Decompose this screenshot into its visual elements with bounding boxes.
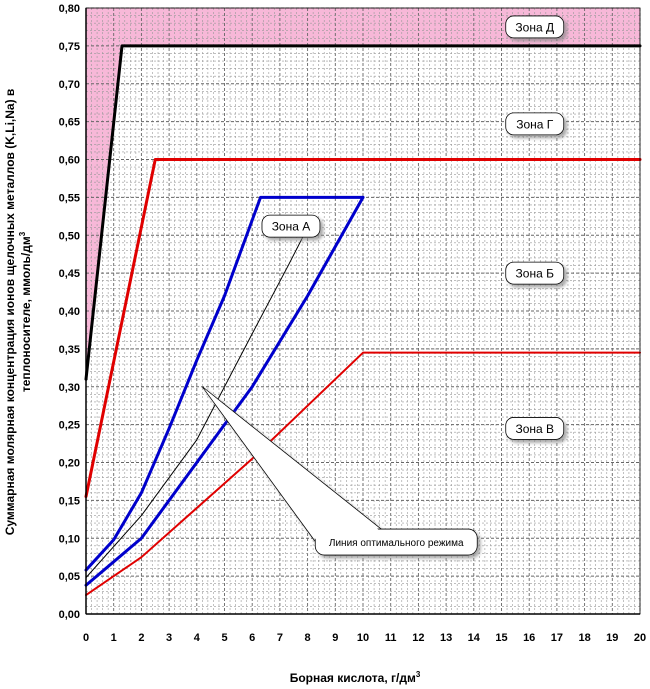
zone-labels: Зона Д Зона Г Зона А Зона Б Зона В (261, 15, 565, 440)
x-tick-label: 16 (523, 632, 535, 644)
optimal-line-callout: Линия оптимального режима (202, 386, 478, 556)
series-line-2 (84, 158, 642, 499)
series-line-4 (84, 195, 365, 572)
x-tick-label: 5 (221, 632, 227, 644)
x-tick-label: 17 (551, 632, 563, 644)
x-tick-label: 2 (138, 632, 144, 644)
x-tick-label: 8 (305, 632, 311, 644)
series-line-5 (84, 195, 365, 587)
y-tick-label: 0,50 (59, 230, 80, 242)
y-tick-label: 0,45 (59, 268, 80, 280)
x-tick-label: 6 (249, 632, 255, 644)
zone-label-box (505, 112, 565, 136)
y-tick-label: 0,00 (59, 609, 80, 621)
plot-frame (85, 7, 641, 615)
callout-label: Линия оптимального режима (329, 538, 464, 549)
x-tick-label: 11 (385, 632, 397, 644)
zone-label: Зона В (515, 422, 554, 436)
x-tick-label: 3 (166, 632, 172, 644)
x-tick-label: 1 (111, 632, 117, 644)
y-tick-label: 0,15 (59, 495, 80, 507)
y-tick-label: 0,70 (59, 79, 80, 91)
y-tick-label: 0,35 (59, 344, 80, 356)
zone-label-box (261, 214, 321, 238)
zone-label-box (505, 261, 565, 285)
x-axis-title: Борная кислота, г/дм3 (290, 670, 421, 685)
x-tick-label: 9 (332, 632, 338, 644)
x-tick-label: 18 (578, 632, 590, 644)
y-tick-label: 0,40 (59, 306, 80, 318)
y-tick-label: 0,55 (59, 192, 80, 204)
x-tick-label: 0 (83, 632, 89, 644)
axes (85, 7, 641, 615)
tick-labels: 0 1 2 3 4 5 6 7 8 9 10 11 12 13 14 15 16 17 18 19 200,000,05… (59, 3, 647, 644)
y-tick-label: 0,80 (59, 3, 80, 15)
x-tick-label: 14 (468, 632, 481, 644)
zone-label-box (505, 417, 565, 440)
x-tick-label: 7 (277, 632, 283, 644)
series-line-6 (85, 227, 309, 579)
y-tick-label: 0,60 (59, 155, 80, 167)
x-tick-label: 19 (606, 632, 618, 644)
zone-label: Зона А (272, 220, 311, 234)
zone-label-box (505, 15, 565, 39)
y-axis-title-line1: Суммарная молярная концентрация ионов ще… (3, 89, 17, 536)
series-line-1 (84, 44, 642, 381)
x-tick-label: 13 (440, 632, 452, 644)
y-tick-label: 0,10 (59, 533, 80, 545)
y-tick-label: 0,30 (59, 382, 80, 394)
zone-label: Зона Д (515, 20, 554, 34)
x-tick-label: 15 (495, 632, 507, 644)
y-axis-title-line2: теплоносителе, ммоль/дм3 (18, 231, 33, 392)
x-tick-label: 12 (412, 632, 424, 644)
y-tick-label: 0,20 (59, 458, 80, 470)
x-tick-label: 20 (634, 632, 646, 644)
x-tick-label: 4 (194, 632, 201, 644)
zone-label: Зона Б (516, 267, 555, 281)
y-tick-label: 0,65 (59, 117, 80, 129)
y-tick-label: 0,75 (59, 41, 80, 53)
series-lines (84, 44, 642, 597)
y-tick-label: 0,25 (59, 420, 80, 432)
y-tick-label: 0,05 (59, 571, 80, 583)
series-line-3 (85, 351, 641, 597)
zone-label: Зона Г (516, 117, 554, 131)
x-tick-label: 10 (357, 632, 369, 644)
callout-pointer-cover (203, 388, 380, 546)
